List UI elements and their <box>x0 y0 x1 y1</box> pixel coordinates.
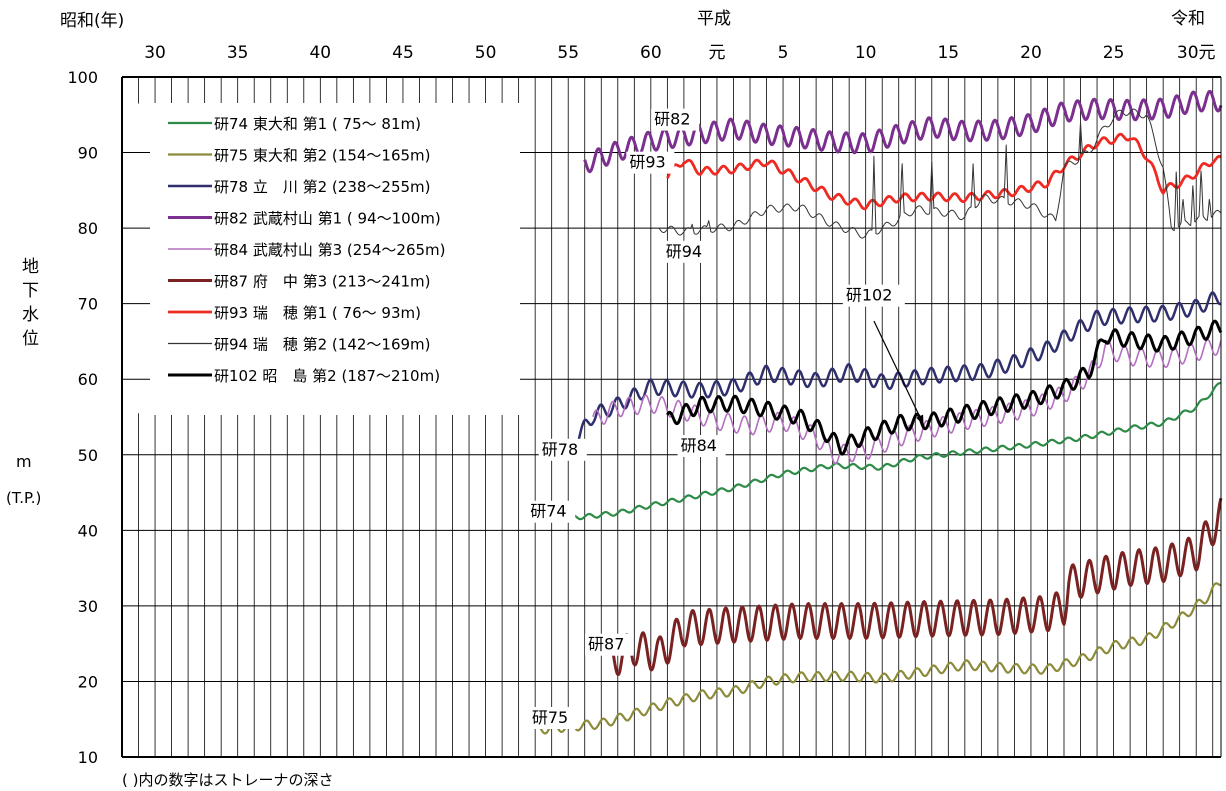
series-line-研93 <box>666 132 1222 211</box>
y-unit-m: m <box>16 452 32 471</box>
annotation-bg <box>842 284 905 307</box>
series-line-研82 <box>583 89 1223 174</box>
y-tick-label: 80 <box>78 219 98 238</box>
era-label-heisei: 平成 <box>697 9 731 29</box>
x-tick-label: 30元 <box>1177 43 1216 63</box>
x-tick-label: 20 <box>1020 43 1042 63</box>
y-tick-label: 20 <box>78 672 98 691</box>
annotation-label: 研93 <box>629 153 665 172</box>
y-tick-label: 30 <box>78 597 98 616</box>
y-tick-label: 90 <box>78 144 98 163</box>
x-tick-label: 50 <box>475 43 497 63</box>
x-tick-label: 15 <box>937 43 959 63</box>
series-line-研94 <box>658 108 1222 239</box>
annotation-arrowhead <box>916 414 924 425</box>
x-tick-label: 10 <box>855 43 877 63</box>
series-line-研75 <box>534 582 1222 735</box>
y-tick-label: 100 <box>67 68 98 87</box>
series-annotations: 研82 研93 研94 研102 研78 研84 研74 研87 研75 <box>527 108 925 729</box>
legend-entry: 研74 東大和 第1 ( 75～ 81m) <box>214 115 421 133</box>
legend-entry: 研75 東大和 第2 (154～165m) <box>214 147 431 165</box>
annotation-label: 研78 <box>542 440 578 459</box>
annotation-bg <box>527 500 576 523</box>
x-tick-label: 25 <box>1103 43 1125 63</box>
annotation-label: 研82 <box>654 110 690 129</box>
legend: 研74 東大和 第1 ( 75～ 81m) 研75 東大和 第2 (154～165… <box>168 115 446 385</box>
annotation-bg <box>538 438 587 461</box>
x-tick-label: 35 <box>227 43 249 63</box>
legend-entry: 研93 瑞 穂 第1 ( 76～ 93m) <box>214 304 421 322</box>
annotation-bg <box>662 240 711 263</box>
annotation-bg <box>677 435 726 457</box>
annotation-label: 研102 <box>846 286 893 305</box>
y-tick-label: 10 <box>78 748 98 767</box>
y-axis-label: 地下水位 <box>22 257 39 349</box>
era-label-reiwa: 令和 <box>1171 9 1205 29</box>
annotation-bg <box>585 633 634 656</box>
legend-entry: 研82 武蔵村山 第1 ( 94～100m) <box>214 210 441 228</box>
chart-axes: 10 20 30 40 50 60 70 80 90 100 30 35 40 45 50 55 60 元 5 10 1… <box>67 43 1222 767</box>
y-tick-label: 60 <box>78 370 98 389</box>
annotation-label: 研87 <box>588 635 624 654</box>
series-line-研74 <box>534 381 1222 522</box>
era-label-showa: 昭和(年) <box>60 11 124 31</box>
x-tick-label: 55 <box>557 43 579 63</box>
annotation-bg <box>528 707 577 729</box>
x-tick-label: 45 <box>392 43 414 63</box>
annotation-label: 研75 <box>532 708 568 727</box>
x-tick-label: 5 <box>778 43 789 63</box>
x-tick-label: 40 <box>309 43 331 63</box>
y-unit-tp: (T.P.) <box>6 489 41 507</box>
legend-entry: 研102 昭 島 第2 (187～210m) <box>214 367 440 385</box>
x-tick-label: 30 <box>144 43 166 63</box>
legend-entry: 研94 瑞 穂 第2 (142～169m) <box>214 336 431 354</box>
annotation-arrow <box>873 320 925 425</box>
legend-entry: 研87 府 中 第3 (213～241m) <box>214 273 431 291</box>
annotation-bg <box>626 151 675 174</box>
background-tick-marks <box>138 77 520 757</box>
series-line-研102 <box>666 319 1223 456</box>
annotation-bg <box>651 108 700 131</box>
y-tick-label: 40 <box>78 521 98 540</box>
y-tick-label: 50 <box>78 446 98 465</box>
x-tick-label: 60 <box>640 43 662 63</box>
annotation-label: 研74 <box>530 502 566 521</box>
series-line-研87 <box>608 497 1223 676</box>
footnote: ( )内の数字はストレーナの深さ <box>122 771 333 789</box>
legend-entry: 研78 立 川 第2 (238～255m) <box>214 178 431 196</box>
x-tick-label: 元 <box>708 43 725 63</box>
legend-entry: 研84 武蔵村山 第3 (254～265m) <box>214 241 446 259</box>
y-tick-label: 70 <box>78 295 98 314</box>
annotation-label: 研94 <box>666 242 702 261</box>
annotation-label: 研84 <box>681 436 717 455</box>
